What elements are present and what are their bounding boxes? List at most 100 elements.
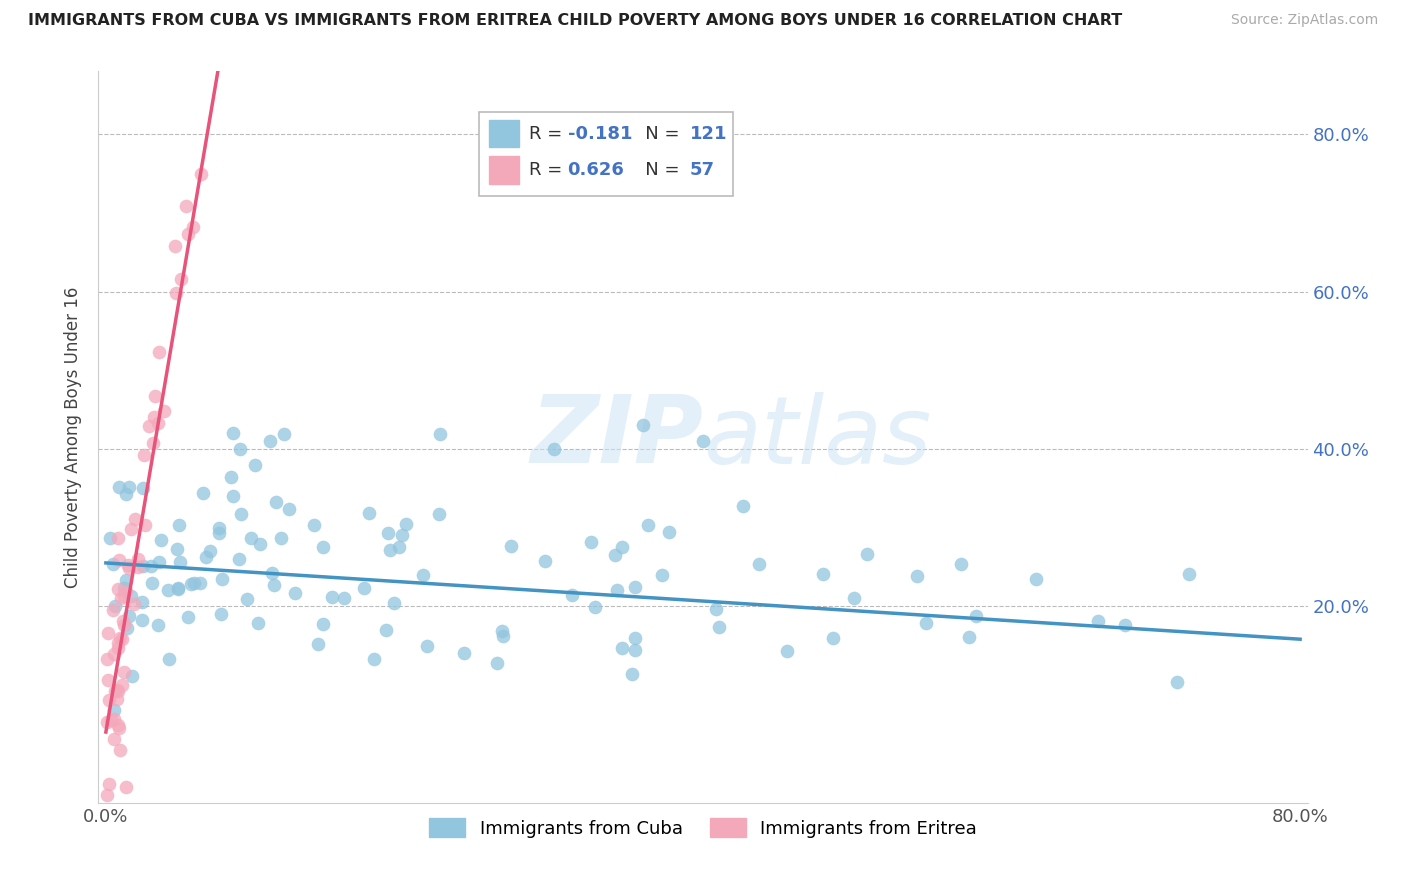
Legend: Immigrants from Cuba, Immigrants from Eritrea: Immigrants from Cuba, Immigrants from Er… bbox=[422, 811, 984, 845]
Point bbox=[142, 436, 165, 450]
Point bbox=[229, 442, 252, 456]
Point bbox=[333, 591, 356, 606]
Point bbox=[620, 666, 643, 681]
Point bbox=[180, 577, 202, 591]
Point bbox=[273, 427, 295, 442]
Point bbox=[579, 535, 602, 549]
Point bbox=[190, 167, 212, 181]
Point bbox=[165, 286, 187, 301]
Text: -0.181: -0.181 bbox=[568, 125, 633, 143]
Point bbox=[844, 591, 866, 605]
Point bbox=[222, 489, 245, 503]
Point bbox=[167, 582, 190, 597]
Point bbox=[605, 548, 627, 562]
Point bbox=[112, 590, 135, 604]
Point bbox=[174, 199, 197, 213]
Point bbox=[150, 533, 173, 548]
Point bbox=[704, 601, 727, 615]
Point bbox=[181, 219, 204, 234]
Point bbox=[965, 609, 987, 624]
Point bbox=[302, 518, 325, 533]
Point bbox=[363, 652, 385, 666]
Point bbox=[388, 541, 411, 555]
FancyBboxPatch shape bbox=[489, 120, 519, 147]
Point bbox=[117, 621, 139, 635]
Point bbox=[453, 646, 475, 660]
Point bbox=[107, 717, 129, 731]
Point bbox=[194, 550, 217, 565]
Point bbox=[239, 531, 262, 545]
Point bbox=[166, 541, 188, 556]
Point bbox=[353, 581, 375, 595]
Text: ZIP: ZIP bbox=[530, 391, 703, 483]
Point bbox=[96, 714, 118, 729]
Point bbox=[148, 555, 170, 569]
Text: atlas: atlas bbox=[703, 392, 931, 483]
Point bbox=[132, 481, 155, 495]
Point bbox=[208, 526, 231, 541]
Point bbox=[278, 502, 301, 516]
Point bbox=[259, 434, 281, 448]
Point bbox=[209, 607, 232, 622]
Point bbox=[357, 506, 380, 520]
Point bbox=[612, 541, 634, 555]
Point bbox=[97, 673, 120, 687]
Point bbox=[143, 409, 166, 424]
Point bbox=[412, 568, 434, 582]
Point bbox=[534, 554, 557, 568]
Point bbox=[127, 560, 149, 574]
Point bbox=[270, 532, 292, 546]
FancyBboxPatch shape bbox=[489, 156, 519, 184]
Point bbox=[543, 442, 565, 456]
Point bbox=[103, 647, 125, 661]
Point bbox=[107, 636, 129, 650]
Point bbox=[308, 637, 330, 651]
Point bbox=[856, 547, 879, 561]
Point bbox=[263, 578, 285, 592]
Point bbox=[132, 448, 155, 462]
Point bbox=[1087, 614, 1109, 628]
Point bbox=[1166, 675, 1188, 690]
Point bbox=[138, 419, 160, 434]
Point bbox=[561, 588, 583, 602]
Point bbox=[623, 642, 645, 657]
Point bbox=[312, 541, 335, 555]
Point bbox=[709, 620, 731, 634]
Point bbox=[228, 552, 250, 566]
Point bbox=[131, 613, 153, 627]
Point bbox=[198, 543, 221, 558]
Point bbox=[501, 540, 523, 554]
Point bbox=[231, 507, 253, 521]
Point bbox=[222, 426, 245, 441]
Point bbox=[131, 594, 153, 608]
Point bbox=[111, 632, 134, 646]
Point bbox=[208, 520, 231, 534]
Point bbox=[236, 592, 259, 607]
Point bbox=[623, 631, 645, 645]
Point bbox=[114, 487, 136, 501]
Point bbox=[183, 575, 205, 590]
Text: N =: N = bbox=[628, 125, 685, 143]
Point bbox=[98, 531, 121, 545]
Point bbox=[97, 776, 120, 790]
Point bbox=[284, 586, 307, 600]
Point bbox=[633, 418, 655, 433]
Point bbox=[115, 584, 138, 599]
Point bbox=[163, 239, 186, 253]
Point bbox=[132, 559, 155, 574]
Point bbox=[651, 568, 673, 582]
Point bbox=[118, 561, 141, 575]
Point bbox=[103, 731, 125, 746]
Point bbox=[583, 600, 606, 615]
Point bbox=[624, 580, 647, 594]
Point bbox=[211, 573, 233, 587]
Point bbox=[177, 227, 200, 242]
Point bbox=[169, 555, 191, 569]
Point bbox=[492, 629, 515, 643]
Point bbox=[249, 537, 271, 551]
Point bbox=[733, 500, 755, 514]
Point bbox=[221, 470, 243, 484]
Point bbox=[748, 557, 770, 571]
Point bbox=[157, 583, 180, 598]
Point bbox=[949, 557, 972, 571]
